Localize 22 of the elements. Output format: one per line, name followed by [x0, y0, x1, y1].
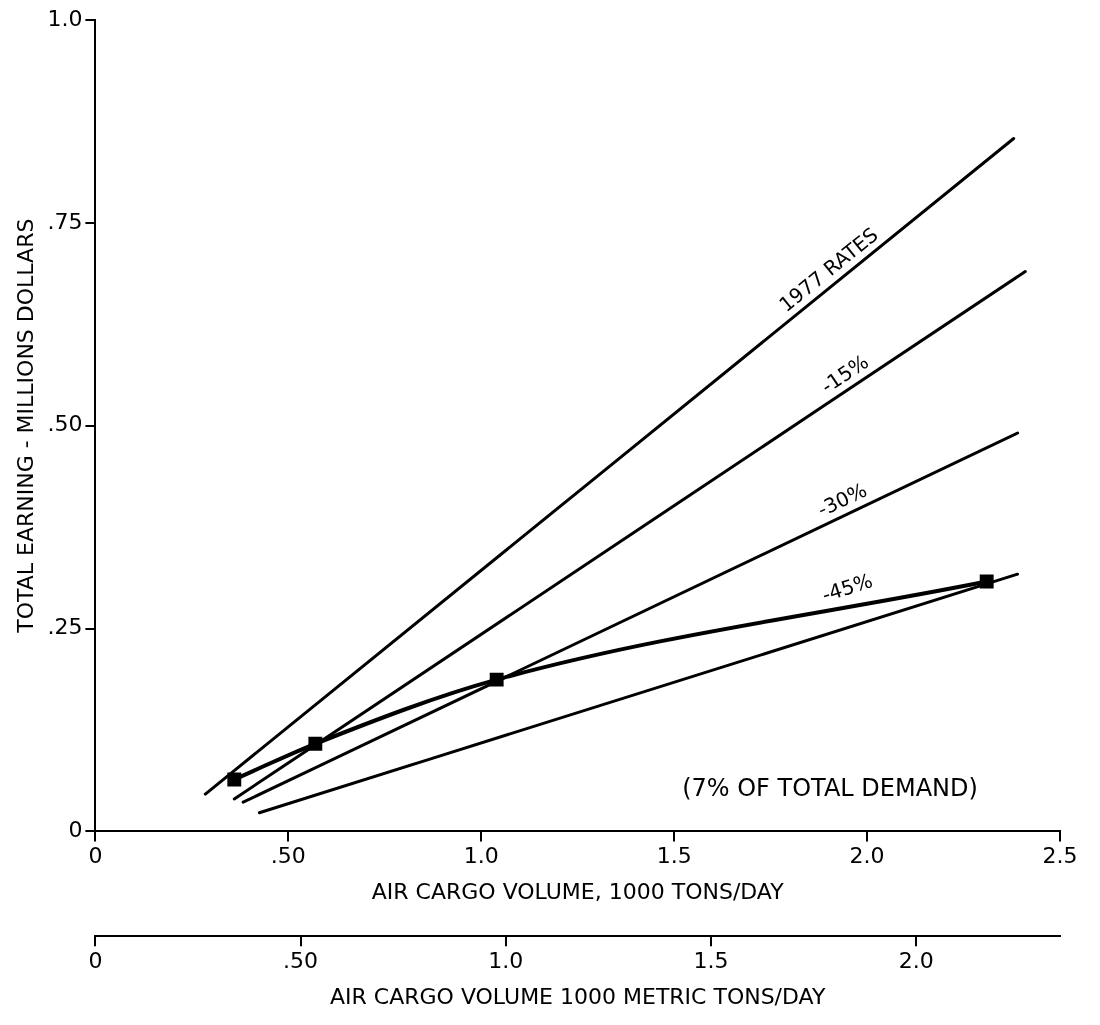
- x-axis-title: AIR CARGO VOLUME, 1000 TONS/DAY: [371, 878, 785, 904]
- y-axis-title: TOTAL EARNING - MILLIONS DOLLARS: [12, 218, 38, 634]
- y-tick-label: 1.0: [47, 5, 83, 31]
- x-tick-label: 0: [88, 843, 103, 869]
- x2-tick-label: 1.0: [488, 948, 524, 974]
- y-tick-label: .25: [47, 614, 83, 640]
- text: -30%: [813, 477, 871, 522]
- y-tick-label: .75: [47, 208, 83, 234]
- x-tick-label: 2.0: [849, 843, 885, 869]
- text: -45%: [818, 568, 876, 607]
- x2-tick-label: 2.0: [898, 948, 934, 974]
- x2-axis-title: AIR CARGO VOLUME 1000 METRIC TONS/DAY: [330, 983, 826, 1009]
- x2-tick-label: 0: [88, 948, 103, 974]
- x2-tick-label: .50: [283, 948, 319, 974]
- x-tick-label: 1.0: [463, 843, 499, 869]
- x-tick-label: 2.5: [1042, 843, 1078, 869]
- annotation: (7% OF TOTAL DEMAND): [682, 773, 978, 802]
- x-tick-label: 1.5: [656, 843, 692, 869]
- x2-tick-label: 1.5: [693, 948, 729, 974]
- y-tick-label: 0: [68, 817, 83, 843]
- x-tick-label: .50: [270, 843, 306, 869]
- y-tick-label: .50: [47, 411, 83, 437]
